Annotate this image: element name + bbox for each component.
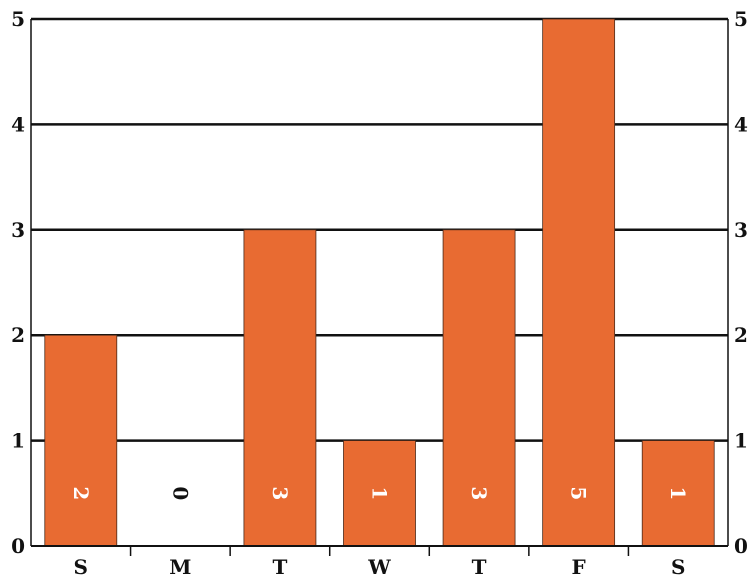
- y-tick-label-right-4: 4: [734, 112, 748, 136]
- bar-6: [641, 440, 715, 547]
- y-tick-label-right-1: 1: [734, 429, 748, 453]
- x-label-2: T: [272, 555, 287, 579]
- data-label-3: 1: [368, 486, 392, 500]
- y-tick-label-left-4: 4: [11, 112, 25, 136]
- y-tick-label-left-5: 5: [11, 7, 25, 31]
- y-tick-label-right-0: 0: [734, 534, 748, 558]
- y-tick-label-left-2: 2: [11, 323, 25, 347]
- y-tick-label-left-3: 3: [11, 218, 25, 242]
- data-label-1: 0: [168, 486, 192, 500]
- x-label-6: S: [671, 555, 685, 579]
- data-label-5: 5: [567, 486, 591, 500]
- data-label-0: 2: [69, 486, 93, 500]
- bar-0: [44, 334, 118, 547]
- data-label-6: 1: [666, 486, 690, 500]
- x-label-0: S: [74, 555, 88, 579]
- y-tick-label-left-1: 1: [11, 429, 25, 453]
- bar-2: [243, 229, 317, 547]
- y-tick-label-right-5: 5: [734, 7, 748, 31]
- x-label-3: W: [367, 555, 391, 579]
- y-tick-label-left-0: 0: [11, 534, 25, 558]
- data-label-4: 3: [467, 486, 491, 500]
- x-label-4: T: [472, 555, 487, 579]
- data-label-2: 3: [268, 486, 292, 500]
- x-label-1: M: [169, 555, 191, 579]
- y-tick-label-right-3: 3: [734, 218, 748, 242]
- bar-5: [542, 18, 616, 547]
- x-label-5: F: [572, 555, 586, 579]
- y-tick-label-right-2: 2: [734, 323, 748, 347]
- bar-4: [442, 229, 516, 547]
